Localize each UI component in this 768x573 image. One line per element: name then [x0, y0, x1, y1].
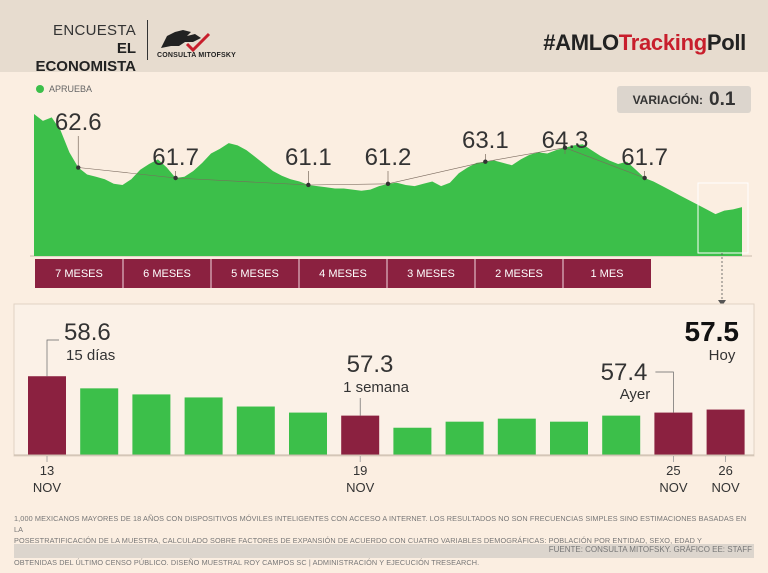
bar-annotation-value: 58.6	[64, 319, 111, 346]
bar-tick-day: 26	[718, 463, 732, 478]
hashtag-suffix: Poll	[706, 30, 746, 55]
area-annotation-label: 62.6	[55, 109, 102, 136]
bar	[393, 427, 432, 455]
bar-tick-month: NOV	[712, 480, 741, 495]
period-label: 3 MESES	[407, 268, 455, 280]
area-annotation-label: 61.7	[621, 144, 668, 171]
source-bar	[14, 544, 754, 558]
brand-line1: ENCUESTA	[53, 22, 136, 39]
bar	[236, 406, 275, 455]
bar	[497, 418, 536, 455]
bar-annotation-caption: 1 semana	[343, 379, 410, 396]
hashtag-prefix: #AMLO	[543, 30, 619, 55]
area-annotation-dot	[306, 182, 311, 188]
bar-annotation-leader	[46, 339, 59, 377]
source-text: FUENTE: CONSULTA MITOFSKY. GRÁFICO EE: S…	[548, 545, 752, 554]
area-annotation-label: 64.3	[542, 127, 589, 154]
bar-highlight	[28, 376, 66, 455]
variacion-box: VARIACIÓN: 0.1	[617, 86, 751, 113]
bar-tick-month: NOV	[346, 480, 375, 495]
period-cell	[211, 259, 299, 288]
area-annotation-dot	[76, 165, 81, 170]
variacion-value: 0.1	[709, 88, 736, 110]
period-cell	[387, 259, 475, 288]
bar	[184, 397, 223, 455]
footnote: 1,000 MEXICANOS MAYORES DE 18 AÑOS CON D…	[14, 513, 754, 568]
period-label: 7 MESES	[55, 268, 103, 280]
bar-highlight	[341, 415, 380, 455]
period-cell	[475, 259, 563, 288]
area-annotation-dot	[642, 175, 647, 181]
period-label: 6 MESES	[143, 268, 191, 280]
bar-annotation-caption: Ayer	[620, 386, 651, 403]
bar	[550, 421, 588, 455]
bar-annotation-value: 57.4	[601, 359, 648, 386]
panel-connector-arrow	[718, 300, 726, 306]
period-label: 2 MESES	[495, 268, 543, 280]
chart-canvas: 62.6 61.7 61.1 61.2 63.1 64.3 61.7 7 MESES 6 MES…	[13, 109, 755, 495]
legend-dot	[36, 85, 44, 93]
area-annotation-label: 63.1	[462, 127, 509, 154]
mitofsky-logo	[161, 30, 211, 53]
recent-highlight-box	[697, 182, 749, 254]
brand-divider	[147, 20, 148, 60]
area-annotation-dot	[562, 145, 568, 150]
logo-text: CONSULTA MITOFSKY	[157, 52, 236, 59]
period-label: 5 MESES	[231, 268, 279, 280]
period-cell	[35, 259, 123, 288]
bar	[445, 421, 484, 455]
bar-tick-month: NOV	[33, 480, 62, 495]
bar-highlight	[654, 412, 693, 455]
period-cell	[299, 259, 387, 288]
variacion-label: VARIACIÓN:	[632, 92, 704, 107]
brand-line2: EL ECONOMISTA	[35, 40, 136, 75]
bar	[132, 394, 171, 455]
bar-tick-day: 25	[666, 463, 680, 478]
period-cell	[123, 259, 211, 288]
period-label: 1 MES	[590, 268, 623, 280]
hashtag-highlight: Tracking	[618, 30, 707, 55]
period-label: 4 MESES	[319, 268, 367, 280]
bar	[602, 415, 641, 455]
area-annotation-label: 61.1	[285, 144, 332, 171]
area-annotation-label: 61.2	[365, 144, 412, 171]
footnote-line3: OBTENIDAS DEL ÚLTIMO CENSO PÚBLICO. DISE…	[14, 558, 480, 567]
bar	[80, 388, 119, 455]
bar-tick-day: 19	[353, 463, 367, 478]
area-annotation-label: 61.7	[152, 144, 199, 171]
period-cell	[563, 259, 651, 288]
bar-annotation-value: 57.3	[347, 351, 394, 378]
brand: ENCUESTA EL ECONOMISTA	[20, 22, 136, 76]
bar-annotation-caption: Hoy	[709, 347, 736, 364]
bar-annotation-leader	[655, 371, 674, 413]
bar-highlight	[706, 409, 745, 455]
bar-annotation-caption: 15 días	[66, 347, 115, 364]
bar	[289, 412, 327, 455]
header-bar	[0, 0, 768, 72]
area-annotation-dot	[385, 181, 391, 187]
hashtag-title: #AMLOTrackingPoll	[543, 30, 746, 56]
legend-label: APRUEBA	[49, 84, 93, 94]
bar-annotation-value: 57.5	[685, 316, 740, 347]
bar-tick-day: 13	[40, 463, 54, 478]
footnote-line1: 1,000 MEXICANOS MAYORES DE 18 AÑOS CON D…	[14, 514, 747, 534]
bar-tick-month: NOV	[659, 480, 688, 495]
legend: APRUEBA	[36, 84, 92, 94]
area-annotation-dot	[173, 175, 178, 181]
area-annotation-dot	[483, 159, 488, 164]
